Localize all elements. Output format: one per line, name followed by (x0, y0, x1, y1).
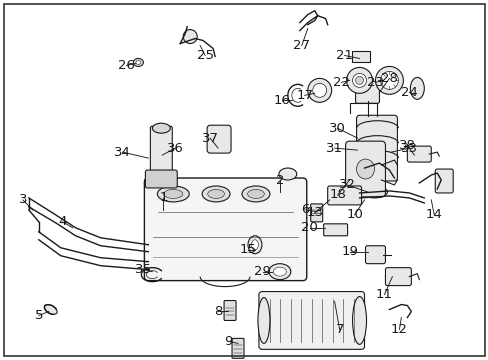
Circle shape (380, 71, 398, 89)
Text: 23: 23 (366, 76, 383, 89)
Ellipse shape (247, 189, 264, 198)
Text: 37: 37 (201, 132, 218, 145)
Text: 27: 27 (293, 39, 310, 52)
FancyBboxPatch shape (144, 178, 306, 280)
Ellipse shape (152, 123, 170, 133)
Ellipse shape (409, 77, 424, 99)
Text: 17: 17 (296, 89, 313, 102)
Text: 29: 29 (254, 265, 271, 278)
Circle shape (183, 30, 197, 44)
Text: 22: 22 (332, 76, 349, 89)
FancyBboxPatch shape (259, 292, 364, 349)
FancyBboxPatch shape (407, 146, 430, 162)
Text: 2: 2 (275, 174, 284, 186)
FancyBboxPatch shape (150, 126, 172, 178)
Ellipse shape (242, 186, 269, 202)
Ellipse shape (247, 236, 262, 254)
Text: 33: 33 (400, 141, 417, 155)
Text: 14: 14 (425, 208, 442, 221)
FancyBboxPatch shape (323, 224, 347, 236)
Text: 13: 13 (305, 206, 323, 219)
Text: 20: 20 (301, 221, 318, 234)
FancyBboxPatch shape (145, 170, 177, 188)
Circle shape (346, 67, 372, 93)
FancyBboxPatch shape (232, 338, 244, 358)
Ellipse shape (44, 305, 57, 314)
Ellipse shape (366, 189, 381, 195)
Ellipse shape (251, 240, 258, 250)
Text: 3: 3 (19, 193, 27, 206)
Ellipse shape (352, 297, 366, 345)
FancyBboxPatch shape (385, 268, 410, 285)
FancyBboxPatch shape (327, 186, 361, 205)
Circle shape (352, 73, 366, 87)
Text: 35: 35 (135, 263, 152, 276)
Ellipse shape (136, 60, 141, 64)
Text: 8: 8 (213, 305, 222, 318)
Text: 24: 24 (400, 86, 417, 99)
Ellipse shape (207, 189, 224, 198)
Text: 16: 16 (273, 94, 290, 107)
Ellipse shape (273, 267, 286, 276)
Ellipse shape (356, 159, 374, 179)
Text: 12: 12 (390, 323, 407, 336)
Text: 38: 38 (398, 139, 415, 152)
Text: 15: 15 (239, 243, 256, 256)
FancyBboxPatch shape (345, 141, 385, 197)
Text: 11: 11 (375, 288, 392, 301)
Text: 10: 10 (346, 208, 362, 221)
Ellipse shape (133, 58, 143, 67)
FancyBboxPatch shape (356, 115, 397, 181)
Text: 1: 1 (159, 192, 167, 204)
FancyBboxPatch shape (365, 246, 385, 264)
Ellipse shape (268, 264, 290, 280)
Text: 30: 30 (328, 122, 346, 135)
Text: 21: 21 (335, 49, 352, 62)
Ellipse shape (258, 298, 269, 343)
FancyBboxPatch shape (355, 81, 379, 103)
Text: 34: 34 (114, 145, 131, 159)
Text: 32: 32 (338, 179, 355, 192)
Ellipse shape (361, 186, 386, 198)
FancyBboxPatch shape (351, 50, 369, 62)
Text: 19: 19 (341, 245, 357, 258)
Circle shape (375, 67, 403, 94)
Text: 9: 9 (224, 335, 232, 348)
Text: 31: 31 (325, 141, 343, 155)
FancyBboxPatch shape (434, 169, 452, 193)
Text: 28: 28 (380, 72, 397, 85)
FancyBboxPatch shape (224, 301, 236, 320)
Circle shape (307, 78, 331, 102)
Text: 5: 5 (35, 309, 43, 322)
FancyBboxPatch shape (207, 125, 230, 153)
Text: 4: 4 (59, 215, 67, 228)
Circle shape (312, 84, 326, 97)
Text: 26: 26 (118, 59, 135, 72)
FancyBboxPatch shape (310, 204, 322, 222)
Text: 25: 25 (196, 49, 213, 62)
Ellipse shape (278, 168, 296, 180)
Circle shape (355, 76, 363, 84)
Text: 18: 18 (328, 188, 346, 202)
Text: 36: 36 (166, 141, 183, 155)
Text: 7: 7 (335, 323, 343, 336)
Text: 6: 6 (301, 203, 309, 216)
Ellipse shape (163, 189, 183, 198)
Ellipse shape (157, 186, 189, 202)
Ellipse shape (202, 186, 229, 202)
